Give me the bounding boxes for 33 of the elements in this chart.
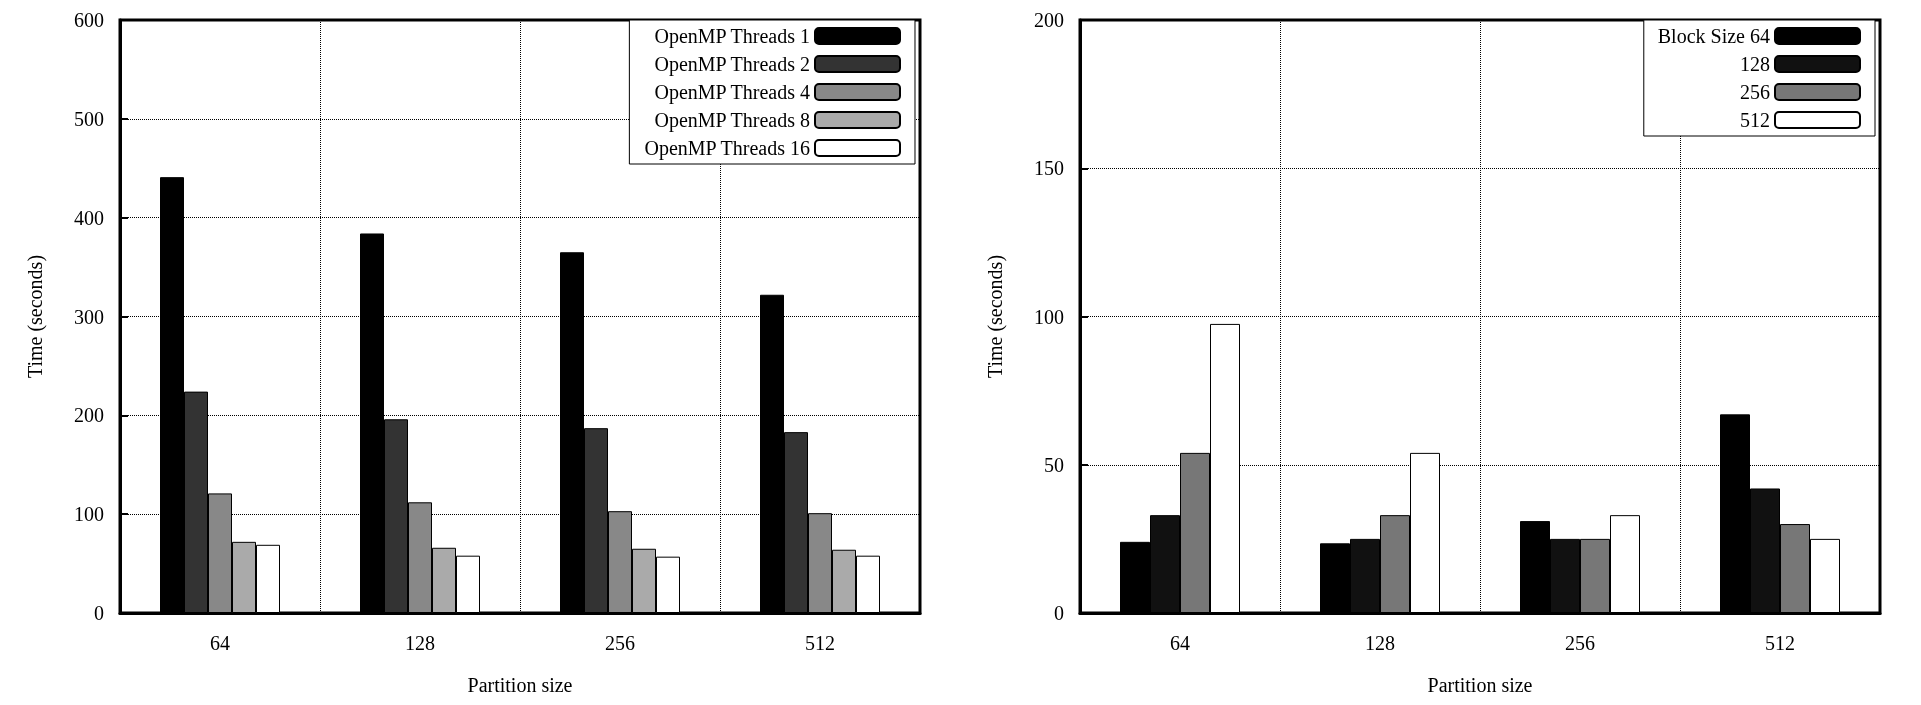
x-axis-title: Partition size — [467, 674, 573, 696]
y-tick-label: 200 — [1034, 9, 1064, 31]
legend-label: OpenMP Threads 1 — [654, 25, 810, 48]
legend-label: OpenMP Threads 16 — [644, 137, 810, 160]
y-tick-label: 600 — [74, 9, 104, 31]
y-tick-label: 0 — [1054, 602, 1064, 624]
y-tick-label: 50 — [1044, 453, 1064, 476]
legend-label: 512 — [1740, 109, 1770, 131]
x-tick-label: 64 — [1170, 632, 1190, 654]
legend-label: 256 — [1740, 81, 1770, 103]
y-tick-label: 100 — [1034, 305, 1064, 328]
x-tick-label: 128 — [1365, 632, 1395, 654]
y-axis-title: Time (seconds) — [24, 254, 47, 379]
y-tick-label: 0 — [94, 602, 104, 624]
y-tick-label: 400 — [74, 206, 104, 229]
y-axis-title: Time (seconds) — [984, 254, 1007, 379]
legend-label: 128 — [1740, 53, 1770, 75]
x-tick-label: 256 — [1565, 632, 1595, 654]
x-tick-label: 64 — [210, 632, 230, 654]
legend-label: OpenMP Threads 2 — [654, 53, 810, 76]
y-tick-label: 300 — [74, 305, 104, 328]
x-tick-label: 256 — [605, 632, 635, 654]
x-tick-label: 128 — [405, 632, 435, 654]
y-tick-label: 500 — [74, 107, 104, 130]
legend-label: Block Size 64 — [1657, 25, 1770, 47]
y-tick-label: 200 — [74, 404, 104, 427]
legend-label: OpenMP Threads 4 — [654, 81, 810, 104]
x-axis-title: Partition size — [1427, 674, 1533, 696]
y-tick-label: 150 — [1034, 157, 1064, 180]
x-tick-label: 512 — [1765, 632, 1795, 654]
y-tick-label: 100 — [74, 503, 104, 526]
legend-label: OpenMP Threads 8 — [654, 109, 810, 132]
x-tick-label: 512 — [805, 632, 835, 654]
